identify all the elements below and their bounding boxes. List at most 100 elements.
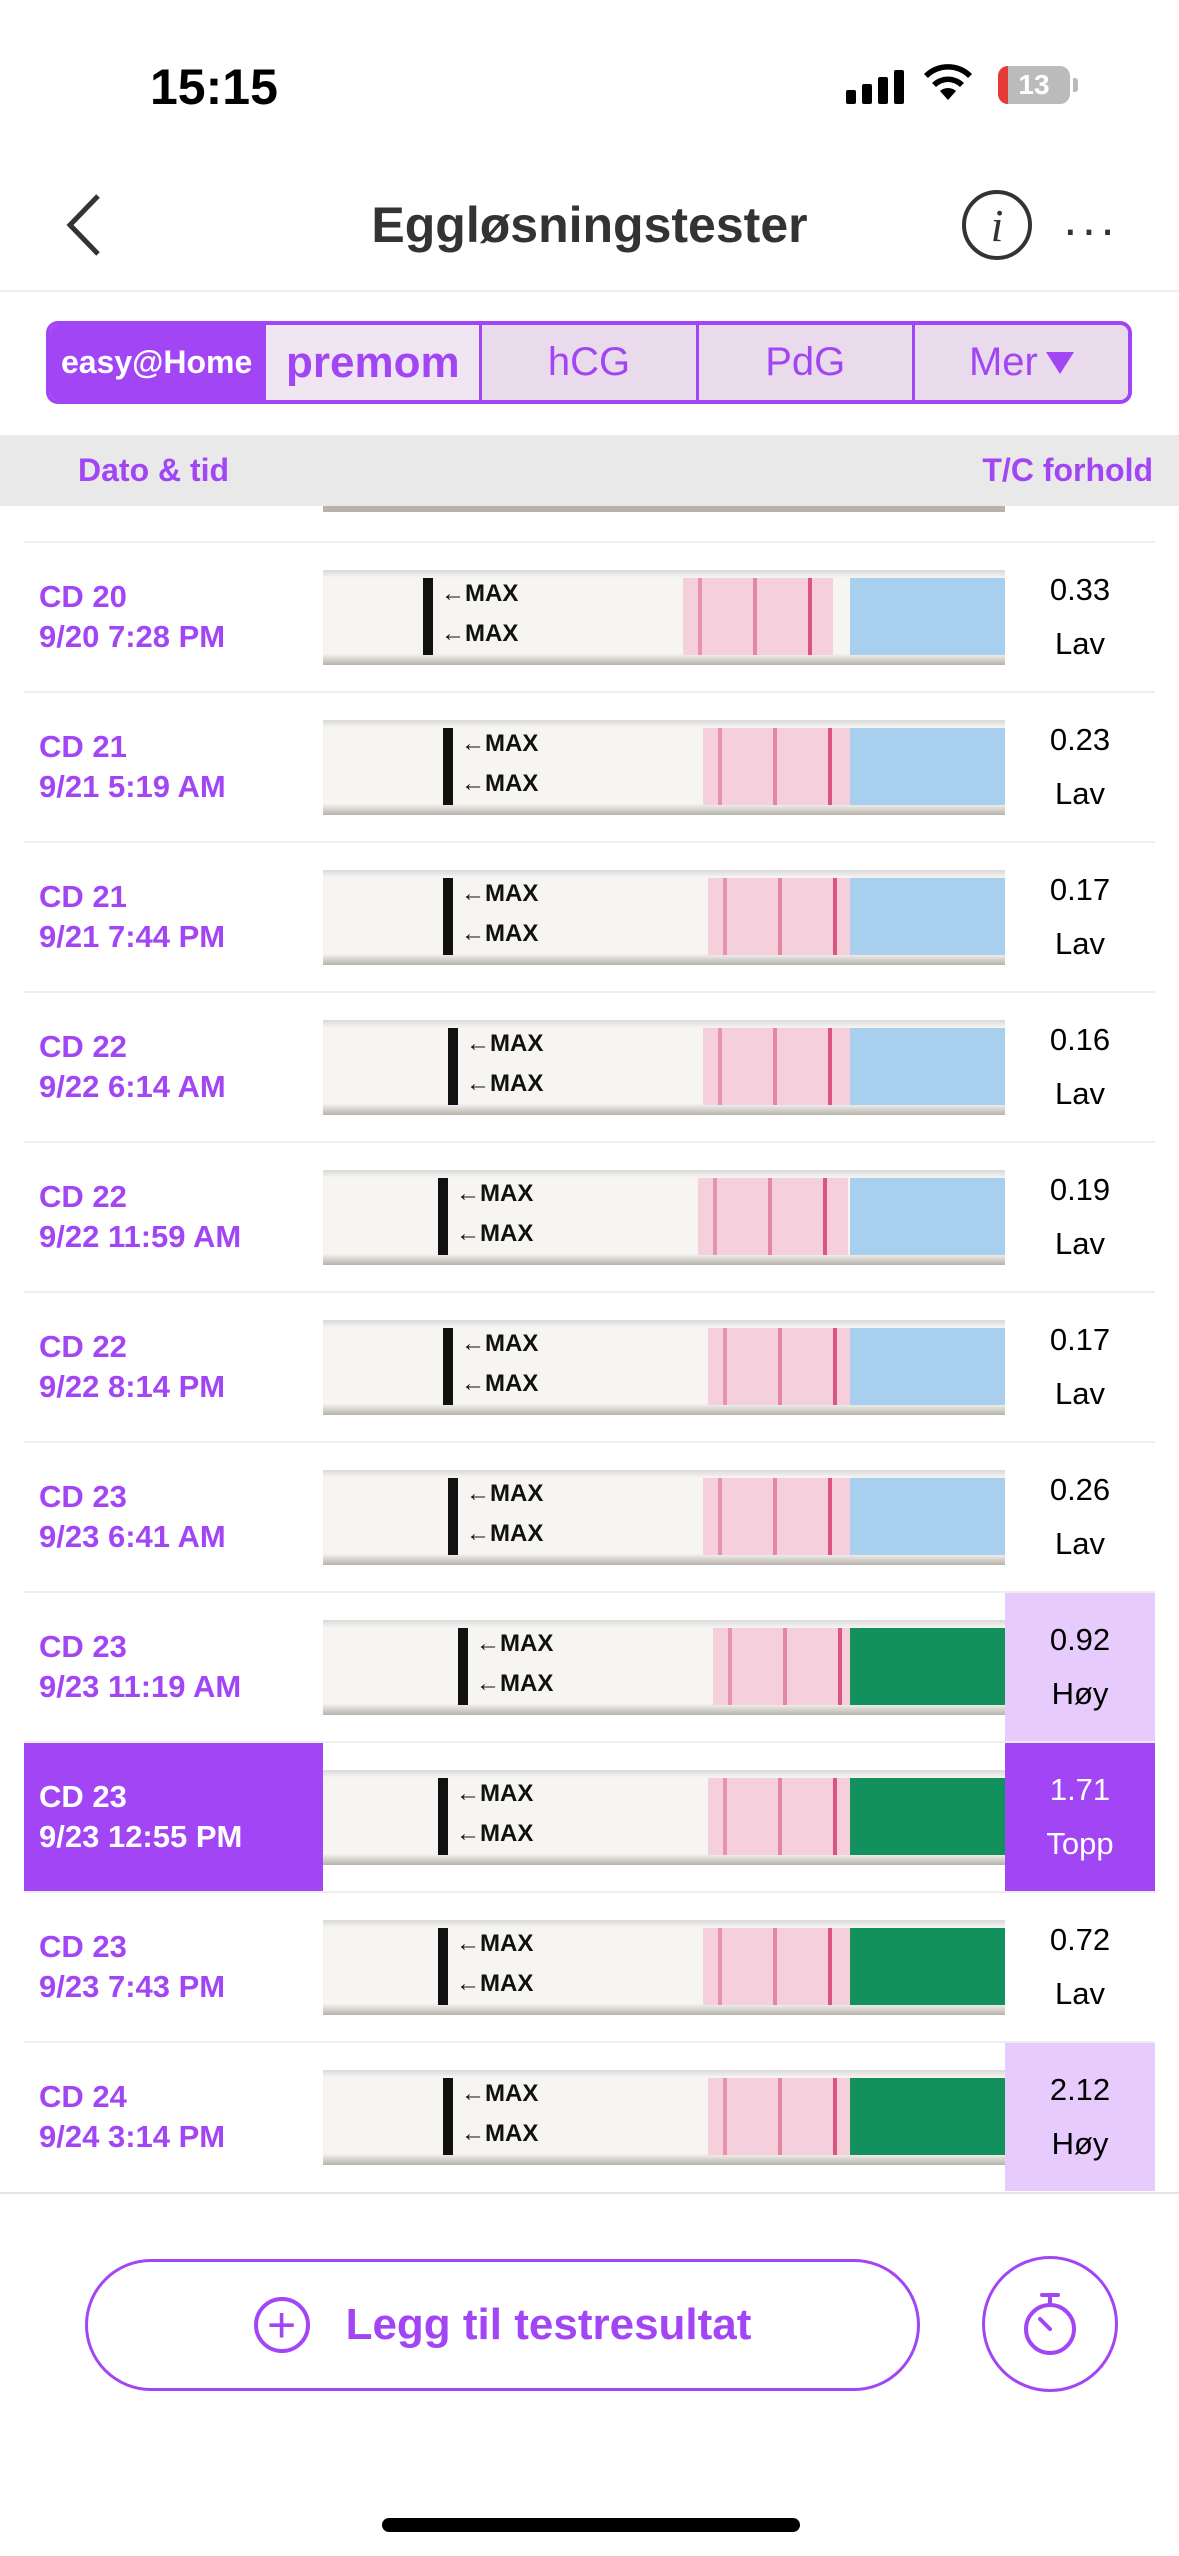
tc-ratio: 0.16 bbox=[1049, 1022, 1111, 1057]
ratio-cell: 0.17 Lav bbox=[1005, 843, 1155, 991]
lh-level: Lav bbox=[1055, 776, 1105, 811]
column-header: Dato & tid T/C forhold bbox=[0, 435, 1179, 506]
tc-ratio: 0.17 bbox=[1049, 872, 1111, 907]
add-test-result-button[interactable]: + Legg til testresultat bbox=[85, 2259, 920, 2391]
ratio-cell: 2.12 Høy bbox=[1005, 2043, 1155, 2191]
cycle-day: CD 20 bbox=[39, 579, 127, 614]
list-item[interactable]: CD 22 9/22 6:14 AM ←MAX ←MAX 0.16 Lav bbox=[24, 991, 1155, 1141]
list-item[interactable]: CD 22 9/22 11:59 AM ←MAX ←MAX 0.19 Lav bbox=[24, 1141, 1155, 1291]
test-datetime: 9/21 7:44 PM bbox=[39, 919, 226, 954]
tab-hcg[interactable]: hCG bbox=[479, 325, 696, 400]
test-list[interactable]: CD 20 9/20 7:28 PM ←MAX ←MAX 0.33 Lav CD … bbox=[24, 506, 1155, 2191]
cycle-day: CD 22 bbox=[39, 1179, 127, 1214]
caret-down-icon bbox=[1045, 351, 1074, 374]
test-strip-image: ←MAX ←MAX bbox=[323, 1469, 1005, 1565]
date-cell: CD 22 9/22 11:59 AM bbox=[24, 1143, 323, 1291]
test-datetime: 9/22 11:59 AM bbox=[39, 1219, 242, 1254]
back-chevron-icon[interactable] bbox=[60, 190, 110, 260]
date-cell: CD 21 9/21 7:44 PM bbox=[24, 843, 323, 991]
premom-logo: premom bbox=[286, 337, 460, 387]
list-item[interactable]: CD 21 9/21 7:44 PM ←MAX ←MAX 0.17 Lav bbox=[24, 841, 1155, 991]
ratio-cell: 0.23 Lav bbox=[1005, 693, 1155, 841]
test-strip-image bbox=[323, 506, 1005, 512]
lh-level: Lav bbox=[1055, 1526, 1105, 1561]
test-strip-image: ←MAX ←MAX bbox=[323, 1919, 1005, 2015]
test-datetime: 9/20 7:28 PM bbox=[39, 619, 226, 654]
divider bbox=[0, 2192, 1179, 2194]
column-ratio: T/C forhold bbox=[982, 452, 1153, 488]
plus-circle-icon: + bbox=[253, 2297, 310, 2353]
column-date: Dato & tid bbox=[78, 452, 230, 488]
timer-button[interactable] bbox=[982, 2256, 1118, 2392]
tc-ratio: 0.26 bbox=[1049, 1472, 1111, 1507]
test-datetime: 9/22 8:14 PM bbox=[39, 1369, 226, 1404]
list-item[interactable]: CD 20 9/20 7:28 PM ←MAX ←MAX 0.33 Lav bbox=[24, 541, 1155, 691]
date-cell: CD 23 9/23 7:43 PM bbox=[24, 1893, 323, 2041]
test-datetime: 9/22 6:14 AM bbox=[39, 1069, 226, 1104]
test-strip-image: ←MAX ←MAX bbox=[323, 1319, 1005, 1415]
date-cell: CD 20 9/20 7:28 PM bbox=[24, 543, 323, 691]
status-time: 15:15 bbox=[150, 59, 278, 115]
test-strip-image: ←MAX ←MAX bbox=[323, 2069, 1005, 2165]
more-options-icon[interactable]: ··· bbox=[1062, 201, 1118, 257]
tc-ratio: 0.19 bbox=[1049, 1172, 1111, 1207]
battery-icon: 13 bbox=[998, 66, 1070, 104]
ratio-cell: 0.92 Høy bbox=[1005, 1593, 1155, 1741]
home-indicator[interactable] bbox=[382, 2518, 800, 2532]
list-item-partial bbox=[24, 506, 1155, 541]
list-item[interactable]: CD 23 9/23 7:43 PM ←MAX ←MAX 0.72 Lav bbox=[24, 1891, 1155, 2041]
strip-max-label: ←MAX ←MAX bbox=[461, 879, 539, 947]
date-cell: CD 24 9/24 3:14 PM bbox=[24, 2043, 323, 2191]
list-item[interactable]: CD 23 9/23 11:19 AM ←MAX ←MAX 0.92 Høy bbox=[24, 1591, 1155, 1741]
ratio-cell: 0.17 Lav bbox=[1005, 1293, 1155, 1441]
info-icon[interactable]: i bbox=[962, 190, 1032, 260]
list-item[interactable]: CD 23 9/23 6:41 AM ←MAX ←MAX 0.26 Lav bbox=[24, 1441, 1155, 1591]
cycle-day: CD 21 bbox=[39, 879, 127, 914]
wifi-icon bbox=[924, 64, 972, 100]
lh-level: Lav bbox=[1055, 1226, 1105, 1261]
test-strip-image: ←MAX ←MAX bbox=[323, 1619, 1005, 1715]
tab-easyathome[interactable]: easy@Home bbox=[50, 325, 264, 400]
page-title: Eggløsningstester bbox=[371, 197, 808, 253]
ratio-cell: 0.26 Lav bbox=[1005, 1443, 1155, 1591]
lh-level: Lav bbox=[1055, 1076, 1105, 1111]
lh-level: Lav bbox=[1055, 1376, 1105, 1411]
test-strip-image: ←MAX ←MAX bbox=[323, 1769, 1005, 1865]
test-strip-image: ←MAX ←MAX bbox=[323, 1169, 1005, 1265]
tab-label: Mer bbox=[968, 340, 1038, 384]
tab-more[interactable]: Mer bbox=[911, 325, 1128, 400]
strip-max-label: ←MAX ←MAX bbox=[461, 2079, 539, 2147]
strip-max-label: ←MAX ←MAX bbox=[461, 729, 539, 797]
strip-max-label: ←MAX ←MAX bbox=[461, 1329, 539, 1397]
cycle-day: CD 23 bbox=[39, 1629, 127, 1664]
list-item[interactable]: CD 22 9/22 8:14 PM ←MAX ←MAX 0.17 Lav bbox=[24, 1291, 1155, 1441]
list-item[interactable]: CD 21 9/21 5:19 AM ←MAX ←MAX 0.23 Lav bbox=[24, 691, 1155, 841]
tab-premom[interactable]: premom bbox=[263, 325, 480, 400]
strip-max-label: ←MAX ←MAX bbox=[456, 1179, 534, 1247]
tc-ratio: 0.92 bbox=[1049, 1622, 1111, 1657]
lh-level: Lav bbox=[1055, 1976, 1105, 2011]
cycle-day: CD 24 bbox=[39, 2079, 127, 2114]
tab-pdg[interactable]: PdG bbox=[695, 325, 912, 400]
cycle-day: CD 22 bbox=[39, 1029, 127, 1064]
date-cell: CD 23 9/23 11:19 AM bbox=[24, 1593, 323, 1741]
cycle-day: CD 23 bbox=[39, 1479, 127, 1514]
signal-icon bbox=[846, 70, 904, 104]
list-item[interactable]: CD 24 9/24 3:14 PM ←MAX ←MAX 2.12 Høy bbox=[24, 2041, 1155, 2191]
ratio-cell: 0.19 Lav bbox=[1005, 1143, 1155, 1291]
strip-max-label: ←MAX ←MAX bbox=[476, 1629, 554, 1697]
cycle-day: CD 23 bbox=[39, 1929, 127, 1964]
ratio-cell: 0.33 Lav bbox=[1005, 543, 1155, 691]
lh-level: Lav bbox=[1055, 926, 1105, 961]
test-datetime: 9/23 6:41 AM bbox=[39, 1519, 226, 1554]
ratio-cell: 0.16 Lav bbox=[1005, 993, 1155, 1141]
list-item[interactable]: CD 23 9/23 12:55 PM ←MAX ←MAX 1.71 Topp bbox=[24, 1741, 1155, 1891]
test-datetime: 9/24 3:14 PM bbox=[39, 2119, 226, 2154]
tc-ratio: 0.72 bbox=[1049, 1922, 1111, 1957]
cycle-day: CD 22 bbox=[39, 1329, 127, 1364]
strip-max-label: ←MAX ←MAX bbox=[456, 1929, 534, 1997]
date-cell: CD 23 9/23 12:55 PM bbox=[24, 1743, 323, 1891]
date-cell: CD 22 9/22 8:14 PM bbox=[24, 1293, 323, 1441]
tab-label: PdG bbox=[765, 340, 846, 384]
ratio-cell: 1.71 Topp bbox=[1005, 1743, 1155, 1891]
